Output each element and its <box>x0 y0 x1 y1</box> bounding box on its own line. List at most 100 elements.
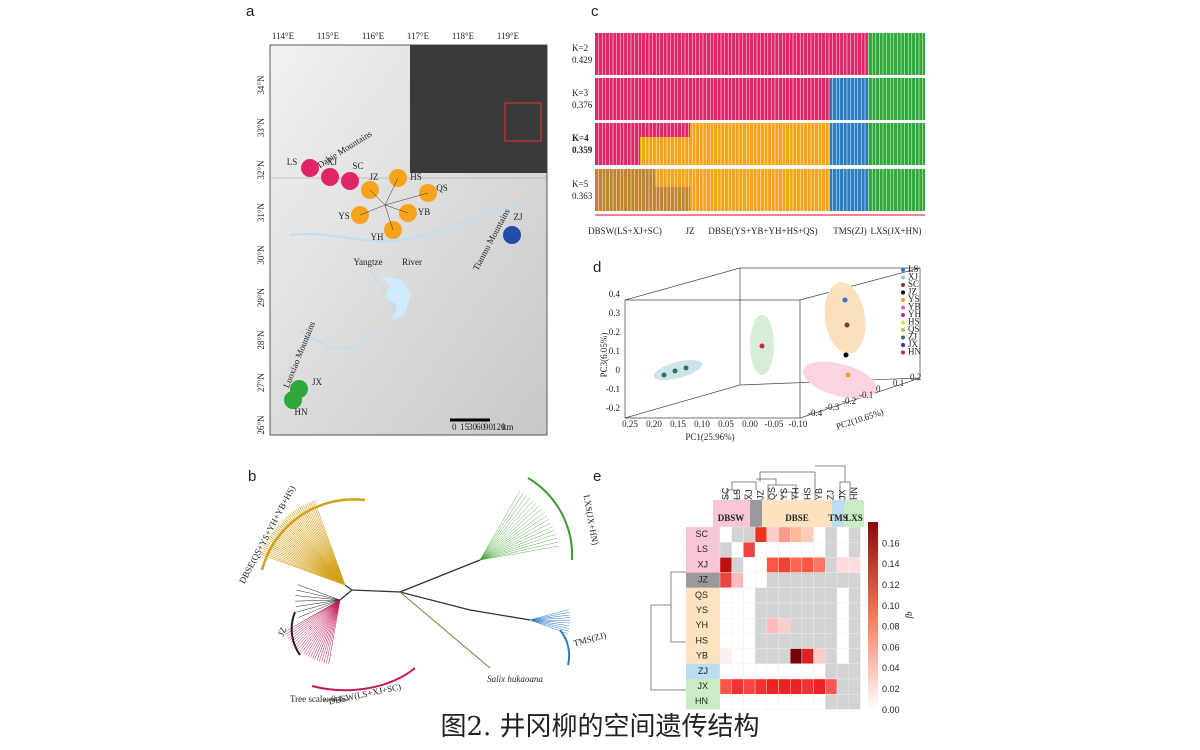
heat-cell <box>813 587 826 604</box>
tree-branch <box>308 502 346 586</box>
heat-cell <box>731 557 744 573</box>
feature-label: River <box>402 257 422 267</box>
col-label: QS <box>767 487 777 500</box>
heat-cell <box>813 557 826 573</box>
row-label: ZJ <box>698 666 708 676</box>
heat-cell <box>743 587 756 604</box>
x-tick-label: 0.10 <box>694 419 710 429</box>
heat-cell <box>813 602 826 619</box>
heat-cell <box>813 648 826 664</box>
legend-label: YH <box>908 309 921 319</box>
legend-label: QS <box>908 324 920 334</box>
heat-cell <box>766 678 779 695</box>
tree-branch <box>287 599 341 639</box>
heat-cell <box>731 678 744 695</box>
site <box>341 172 359 190</box>
heat-cell <box>813 663 826 680</box>
row-band <box>686 694 720 710</box>
colorbar-tick: 0.00 <box>882 705 900 715</box>
legend-dot <box>901 335 905 340</box>
tree-branch <box>295 599 341 607</box>
tree-branch <box>529 619 569 632</box>
tree-branch <box>529 612 570 621</box>
site-label: HS <box>410 172 422 182</box>
heat-cell <box>766 572 779 588</box>
heat-cell <box>836 587 849 604</box>
z-tick-label: -0.3 <box>825 402 840 412</box>
heat-cell <box>836 648 849 664</box>
tree-branch <box>479 500 534 561</box>
tree-branch <box>479 509 542 561</box>
site-label: JX <box>312 377 323 387</box>
structure-block <box>868 33 925 75</box>
colorbar-tick: 0.08 <box>882 622 900 632</box>
heat-cell <box>813 618 826 634</box>
row-label: YB <box>696 651 708 661</box>
x-tick-label: 0.20 <box>646 419 662 429</box>
caption: 图2. 井冈柳的空间遗传结构 <box>440 712 759 742</box>
heat-cell <box>766 618 779 634</box>
heat-cell <box>790 602 803 619</box>
site-label: QS <box>436 183 448 193</box>
z-axis-label: PC2(10.65%) <box>835 407 885 432</box>
heat-cell <box>778 663 791 680</box>
heat-cell <box>836 572 849 588</box>
tree-branch <box>270 534 346 586</box>
row-label: SC <box>695 529 708 539</box>
gap <box>595 120 925 123</box>
group-band <box>762 500 832 527</box>
structure-admix <box>640 123 690 137</box>
group-label: DBSE <box>785 513 809 523</box>
lon-tick: 114°E <box>272 31 295 41</box>
tree-branch <box>312 599 341 659</box>
tree-branch <box>297 508 346 586</box>
legend-dot <box>901 343 905 347</box>
heat-cell <box>790 648 803 664</box>
tree-branch <box>304 504 346 586</box>
col-label: JZ <box>755 490 765 501</box>
tree-branch <box>479 505 540 561</box>
tree-branch <box>273 529 346 586</box>
tree-branch <box>295 595 341 601</box>
group-label: LXS(JX+HN) <box>870 226 921 236</box>
structure-block <box>595 33 830 75</box>
heat-cell <box>731 633 744 649</box>
row-band <box>686 679 720 695</box>
tree-branch <box>295 599 341 602</box>
heat-cell <box>754 618 767 634</box>
leader <box>384 204 394 231</box>
site-label: HN <box>295 407 308 417</box>
row-band <box>686 633 720 649</box>
lat-tick: 34°N <box>256 75 266 95</box>
tree-branch <box>326 599 341 664</box>
leader <box>369 189 386 206</box>
heat-cell <box>719 694 732 710</box>
heat-cell <box>848 663 861 680</box>
panel-label: b <box>248 468 256 485</box>
heat-cell <box>743 602 756 619</box>
heat-cell <box>848 694 861 710</box>
heat-cell <box>731 572 744 588</box>
heat-cell <box>848 587 861 604</box>
tree-branch <box>264 544 346 586</box>
tree-branch <box>286 516 346 586</box>
tree-branch <box>479 519 549 561</box>
tree-branch <box>296 599 341 613</box>
legend-dot <box>901 305 905 310</box>
tree-branch <box>529 619 570 624</box>
pca-point <box>845 372 851 378</box>
heat-cell <box>813 526 826 543</box>
clade-arc <box>311 667 416 692</box>
tree-branch <box>266 541 346 586</box>
heat-cell <box>766 648 779 664</box>
heat-cell <box>754 542 767 558</box>
lat-tick: 28°N <box>256 330 266 350</box>
tree-branch <box>279 523 346 586</box>
row-label: JZ <box>698 575 709 585</box>
colorbar <box>868 522 878 710</box>
k-label: K=2 <box>572 43 588 53</box>
row-band <box>686 572 720 588</box>
heat-cell <box>790 572 803 588</box>
panel-label: c <box>591 3 599 20</box>
lon-tick: 117°E <box>407 31 430 41</box>
